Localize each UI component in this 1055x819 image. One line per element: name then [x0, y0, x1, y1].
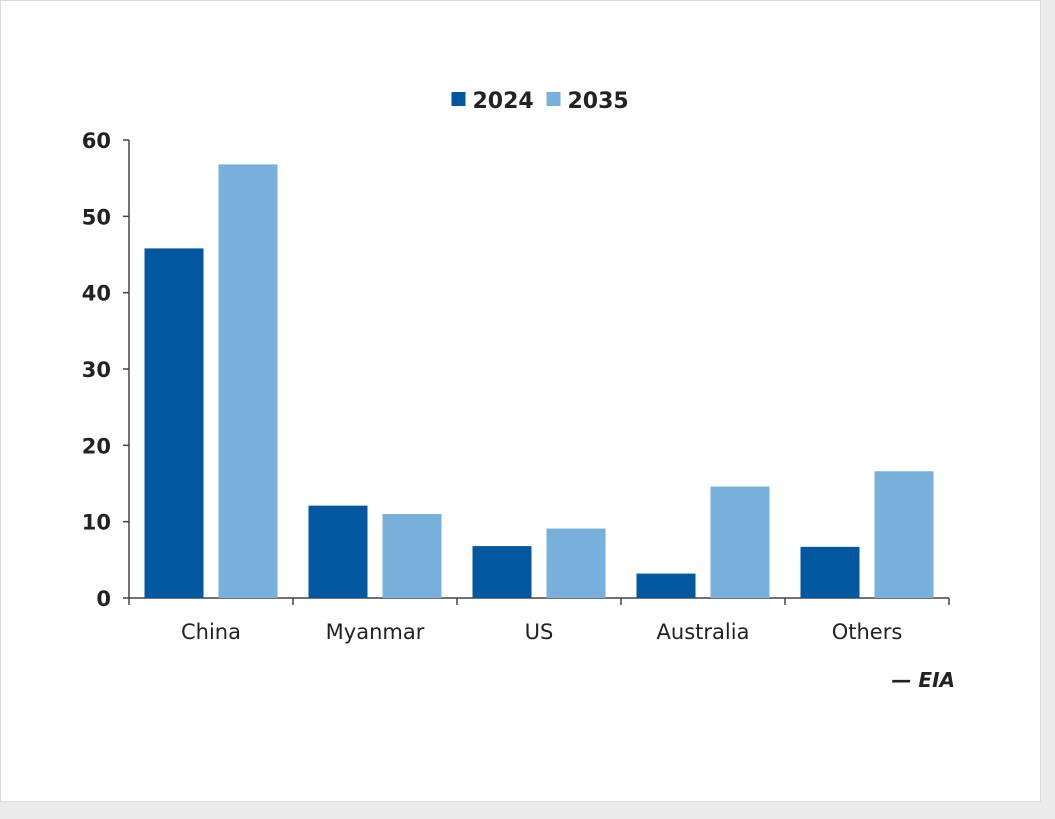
bar-2035-china	[218, 164, 278, 598]
y-tick-label: 60	[82, 129, 111, 153]
source-label: — EIA	[891, 668, 955, 692]
bar-2024-australia	[636, 573, 696, 598]
bar-2035-others	[874, 471, 934, 598]
bar-2024-others	[800, 546, 860, 598]
y-tick-label: 20	[82, 434, 111, 458]
bar-2024-china	[144, 248, 204, 599]
y-tick-label: 10	[82, 511, 111, 535]
chart-frame: 2024 2035 0 10 20 30 40 50 60 China Myanmar US Aus…	[0, 0, 1041, 802]
bar-2035-myanmar	[382, 514, 442, 598]
x-category-label: Australia	[657, 620, 750, 644]
x-category-label: Myanmar	[326, 620, 425, 644]
bar-2035-australia	[710, 486, 770, 598]
legend-label-2035: 2035	[568, 89, 629, 114]
legend-swatch-2024	[451, 92, 466, 106]
bar-2024-us	[472, 546, 532, 598]
bar-chart: 2024 2035 0 10 20 30 40 50 60 China Myanmar US Aus…	[82, 89, 955, 692]
y-tick-label: 30	[82, 358, 111, 382]
bar-2024-myanmar	[308, 505, 368, 598]
legend-label-2024: 2024	[473, 89, 534, 114]
x-category-label: Others	[832, 620, 903, 644]
legend: 2024 2035	[451, 89, 629, 114]
x-category-label: US	[525, 620, 554, 644]
bars	[144, 164, 934, 599]
y-tick-label: 0	[96, 587, 111, 611]
y-axis: 0 10 20 30 40 50 60	[82, 129, 130, 611]
x-category-label: China	[181, 620, 241, 644]
x-axis: China Myanmar US Australia Others	[128, 597, 950, 644]
y-tick-label: 40	[82, 282, 111, 306]
legend-swatch-2035	[546, 92, 561, 106]
bar-2035-us	[546, 528, 606, 598]
y-tick-label: 50	[82, 205, 111, 229]
